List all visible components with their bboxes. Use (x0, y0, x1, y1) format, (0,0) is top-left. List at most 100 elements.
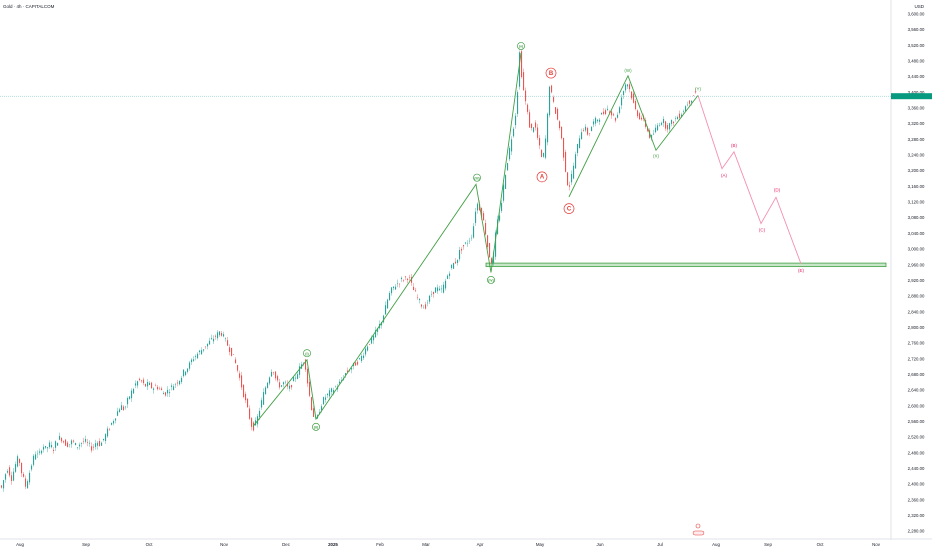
candle-body (245, 393, 247, 401)
candle-body (143, 379, 145, 384)
candle-body (421, 304, 423, 307)
candle-body (677, 117, 679, 120)
candle-body (369, 344, 371, 345)
candle-body (205, 346, 207, 348)
candle-body (377, 328, 379, 332)
candle-body (437, 287, 439, 292)
support-zone (485, 262, 887, 268)
candle-body (661, 122, 663, 125)
price-tick-label: 3,080.00 (908, 215, 925, 220)
candle-body (427, 302, 429, 304)
candle-body (431, 294, 433, 296)
candle-body (5, 474, 7, 480)
candle-body (103, 438, 105, 441)
candle-body (99, 440, 101, 447)
candle-body (3, 480, 5, 489)
candle-body (687, 104, 689, 106)
candle-body (595, 117, 597, 124)
candle-body (229, 347, 231, 352)
impulse-wave-label-circle (487, 275, 495, 284)
candle-body (407, 278, 409, 280)
price-tick-label: 3,560.00 (908, 27, 925, 32)
candle-body (155, 385, 157, 387)
time-tick-label: Sep (764, 542, 772, 547)
candle-body (467, 243, 469, 245)
price-tick-label: 2,400.00 (908, 482, 925, 487)
wxy-wave-label: (W) (624, 68, 632, 73)
candle-body (373, 335, 375, 341)
candle-body (511, 139, 513, 152)
candle-body (419, 298, 421, 300)
price-tick-label: 3,000.00 (908, 247, 925, 252)
candle-body (539, 137, 541, 146)
candle-body (593, 121, 595, 125)
candle-body (21, 462, 23, 474)
time-tick-label: May (536, 542, 545, 547)
candle-body (151, 382, 153, 389)
candle-body (53, 449, 55, 451)
candle-body (43, 446, 45, 450)
candle-body (433, 291, 435, 295)
candle-body (413, 286, 415, 291)
candle-body (633, 93, 635, 103)
candle-body (429, 295, 431, 302)
candle-body (321, 406, 323, 411)
candle-body (537, 127, 539, 138)
candle-body (525, 90, 527, 102)
impulse-wave-label: (iv) (488, 279, 494, 283)
candle-body (345, 373, 347, 376)
candle-body (265, 387, 267, 395)
price-tick-label: 3,360.00 (908, 106, 925, 111)
candle-body (461, 249, 463, 251)
candle-body (11, 475, 13, 482)
candle-body (491, 258, 493, 264)
candle-body (169, 392, 171, 394)
candle-body (619, 107, 621, 113)
candle-body (63, 441, 65, 443)
candle-body (667, 125, 669, 130)
price-tick-label: 3,600.00 (908, 12, 925, 17)
candle-body (523, 72, 525, 91)
candle-body (211, 338, 213, 340)
candle-body (659, 125, 661, 126)
candle-body (335, 386, 337, 388)
candle-body (563, 137, 565, 158)
candle-body (237, 365, 239, 371)
candle-body (85, 439, 87, 442)
candle-body (409, 277, 411, 278)
candle-body (375, 330, 377, 338)
candle-body (305, 359, 307, 370)
candle-body (161, 388, 163, 391)
candle-body (167, 389, 169, 394)
candle-body (329, 390, 331, 397)
candle-body (361, 355, 363, 361)
candle-body (581, 132, 583, 140)
candle-body (197, 353, 199, 359)
candle-body (385, 305, 387, 315)
candle-body (417, 297, 419, 298)
candle-body (279, 382, 281, 388)
price-tick-label: 3,400.00 (908, 90, 925, 95)
candle-body (393, 286, 395, 289)
wxy-wave-line (568, 74, 699, 198)
candle-body (117, 411, 119, 416)
candle-body (577, 143, 579, 153)
candle-body (555, 107, 557, 114)
candle-body (625, 84, 627, 91)
candle-body (139, 378, 141, 381)
current-price-badge (891, 93, 932, 100)
candle-body (389, 293, 391, 301)
candle-body (639, 113, 641, 120)
price-tick-label: 2,760.00 (908, 341, 925, 346)
candle-body (651, 134, 653, 139)
candle-body (223, 334, 225, 337)
candle-body (29, 472, 31, 483)
candle-body (149, 382, 151, 385)
candle-body (285, 381, 287, 383)
candle-body (551, 85, 553, 93)
candle-body (391, 287, 393, 294)
candle-body (165, 392, 167, 396)
candle-body (589, 133, 591, 134)
candle-body (89, 442, 91, 444)
